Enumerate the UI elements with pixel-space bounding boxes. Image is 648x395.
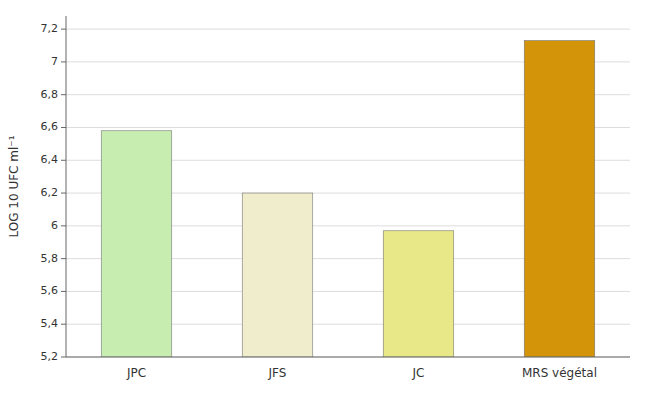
x-tick-label: JC bbox=[412, 366, 425, 380]
y-tick-label: 5,6 bbox=[41, 284, 59, 297]
tick-mark bbox=[61, 127, 66, 128]
tick-mark bbox=[61, 225, 66, 226]
y-axis-line bbox=[66, 16, 67, 357]
x-tick-label: JPC bbox=[126, 366, 146, 380]
bar bbox=[101, 131, 172, 357]
y-tick-label: 6,8 bbox=[41, 88, 59, 101]
tick-mark bbox=[61, 160, 66, 161]
tick-mark bbox=[61, 258, 66, 259]
y-tick-label: 6,4 bbox=[41, 153, 59, 166]
y-ticks: 5,2 5,4 5,6 5,8 6 6,2 6,4 6,6 6,8 7 7,2 bbox=[41, 22, 67, 363]
grid-line bbox=[66, 29, 630, 30]
y-tick-label: 7 bbox=[51, 55, 58, 68]
y-tick-label: 6,2 bbox=[41, 186, 59, 199]
bar bbox=[383, 231, 454, 357]
x-tick-label: MRS végétal bbox=[522, 366, 597, 380]
grid-line bbox=[66, 357, 630, 358]
x-tick-label: JFS bbox=[268, 366, 287, 380]
y-tick-label: 5,2 bbox=[41, 350, 59, 363]
tick-mark bbox=[61, 291, 66, 292]
tick-mark bbox=[61, 324, 66, 325]
y-tick-label: 5,4 bbox=[41, 317, 59, 330]
tick-mark bbox=[61, 61, 66, 62]
chart-svg: 5,2 5,4 5,6 5,8 6 6,2 6,4 6,6 6,8 7 7,2 JPC JFS JC MRS… bbox=[0, 0, 648, 395]
y-tick-label: 6,6 bbox=[41, 120, 59, 133]
tick-mark bbox=[61, 357, 66, 358]
x-axis-line bbox=[66, 357, 630, 358]
tick-mark bbox=[61, 94, 66, 95]
bars bbox=[101, 41, 595, 357]
bar bbox=[242, 193, 313, 357]
tick-mark bbox=[61, 29, 66, 30]
y-tick-label: 7,2 bbox=[41, 22, 59, 35]
x-ticks: JPC JFS JC MRS végétal bbox=[126, 366, 597, 380]
y-tick-label: 6 bbox=[51, 219, 58, 232]
y-axis-label: LOG 10 UFC ml⁻¹ bbox=[7, 135, 21, 237]
y-tick-label: 5,8 bbox=[41, 252, 59, 265]
grid bbox=[66, 29, 630, 357]
chart-container: 5,2 5,4 5,6 5,8 6 6,2 6,4 6,6 6,8 7 7,2 JPC JFS JC MRS… bbox=[0, 0, 648, 395]
tick-mark bbox=[61, 193, 66, 194]
bar bbox=[524, 41, 595, 357]
